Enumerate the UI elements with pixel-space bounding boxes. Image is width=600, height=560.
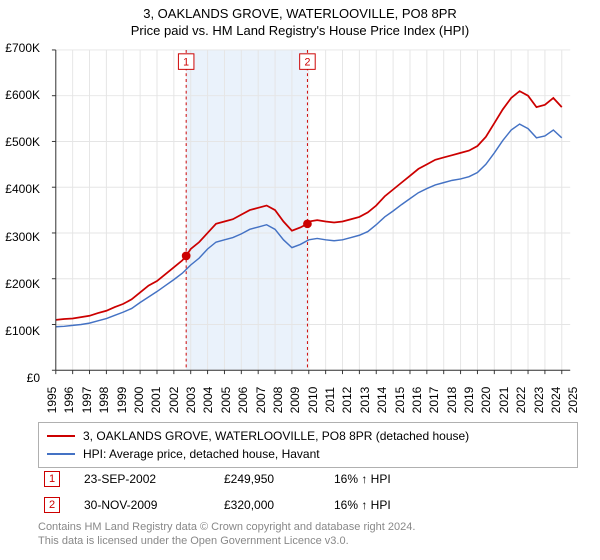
x-tick-label: 2024 (549, 387, 563, 414)
x-tick-label: 2023 (532, 387, 546, 414)
svg-text:1: 1 (183, 56, 189, 68)
y-tick-label: £300K (5, 230, 40, 244)
x-tick-label: 2017 (427, 387, 441, 414)
sale-marker-icon: 2 (44, 497, 60, 513)
x-axis-labels: 19951996 19971998 199920002001 200220032004… (48, 382, 578, 422)
x-tick-label: 2025 (566, 387, 580, 414)
x-tick-label: 1999 (115, 387, 129, 414)
x-tick-label: 2014 (375, 387, 389, 414)
x-tick-label: 2007 (254, 387, 268, 414)
x-tick-label: 2003 (184, 387, 198, 414)
chart-title: 3, OAKLANDS GROVE, WATERLOOVILLE, PO8 8P… (0, 0, 600, 21)
x-tick-label: 2016 (410, 387, 424, 414)
sale-marker-icon: 1 (44, 471, 60, 487)
sale-date: 23-SEP-2002 (84, 472, 224, 486)
sale-price: £320,000 (224, 498, 334, 512)
x-tick-label: 2011 (323, 387, 337, 413)
sale-row: 1 23-SEP-2002£249,95016% ↑ HPI (38, 466, 578, 492)
x-tick-label: 2006 (236, 387, 250, 414)
footer-line-2: This data is licensed under the Open Gov… (38, 534, 578, 548)
x-tick-label: 2005 (219, 387, 233, 414)
chart-subtitle: Price paid vs. HM Land Registry's House … (0, 21, 600, 38)
x-tick-label: 2009 (288, 387, 302, 414)
y-tick-label: £400K (5, 182, 40, 196)
x-tick-label: 2010 (306, 387, 320, 414)
x-tick-label: 2012 (340, 387, 354, 414)
x-tick-label: 2018 (445, 387, 459, 414)
x-tick-label: 2021 (497, 387, 511, 414)
x-tick-label: 2022 (514, 387, 528, 414)
sale-diff: 16% ↑ HPI (334, 498, 434, 512)
x-tick-label: 2004 (201, 387, 215, 414)
y-tick-label: £700K (5, 41, 40, 55)
sale-row: 2 30-NOV-2009£320,00016% ↑ HPI (38, 492, 578, 518)
footer-line-1: Contains HM Land Registry data © Crown c… (38, 520, 578, 534)
y-tick-label: £600K (5, 88, 40, 102)
x-tick-label: 1996 (62, 387, 76, 414)
sales-table: 1 23-SEP-2002£249,95016% ↑ HPI 2 30-NOV-200… (38, 466, 578, 518)
legend: 3, OAKLANDS GROVE, WATERLOOVILLE, PO8 8P… (38, 422, 578, 468)
chart-plot-area: 12 (48, 48, 578, 378)
legend-row: 3, OAKLANDS GROVE, WATERLOOVILLE, PO8 8P… (47, 427, 569, 445)
legend-label: 3, OAKLANDS GROVE, WATERLOOVILLE, PO8 8P… (83, 429, 469, 443)
y-tick-label: £0 (27, 371, 40, 385)
x-tick-label: 2000 (132, 387, 146, 414)
y-tick-label: £100K (5, 324, 40, 338)
legend-swatch (47, 453, 75, 455)
x-tick-label: 1998 (97, 387, 111, 414)
legend-swatch (47, 435, 75, 437)
sale-price: £249,950 (224, 472, 334, 486)
x-tick-label: 2019 (462, 387, 476, 414)
sale-diff: 16% ↑ HPI (334, 472, 434, 486)
legend-row: HPI: Average price, detached house, Hava… (47, 445, 569, 463)
svg-text:2: 2 (304, 56, 310, 68)
x-tick-label: 1995 (45, 387, 59, 414)
y-tick-label: £200K (5, 277, 40, 291)
x-tick-label: 2001 (149, 387, 163, 414)
x-tick-label: 2020 (479, 387, 493, 414)
y-axis-labels: £0£100K£200K£300K£400K£500K£600K£700K (0, 48, 44, 378)
x-tick-label: 2008 (271, 387, 285, 414)
footer-attribution: Contains HM Land Registry data © Crown c… (38, 520, 578, 549)
x-tick-label: 2013 (358, 387, 372, 414)
chart-container: 3, OAKLANDS GROVE, WATERLOOVILLE, PO8 8P… (0, 0, 600, 560)
x-tick-label: 2002 (167, 387, 181, 414)
y-tick-label: £500K (5, 135, 40, 149)
x-tick-label: 1997 (80, 387, 94, 414)
chart-svg: 12 (48, 48, 578, 378)
x-tick-label: 2015 (393, 387, 407, 414)
sale-date: 30-NOV-2009 (84, 498, 224, 512)
legend-label: HPI: Average price, detached house, Hava… (83, 447, 320, 461)
